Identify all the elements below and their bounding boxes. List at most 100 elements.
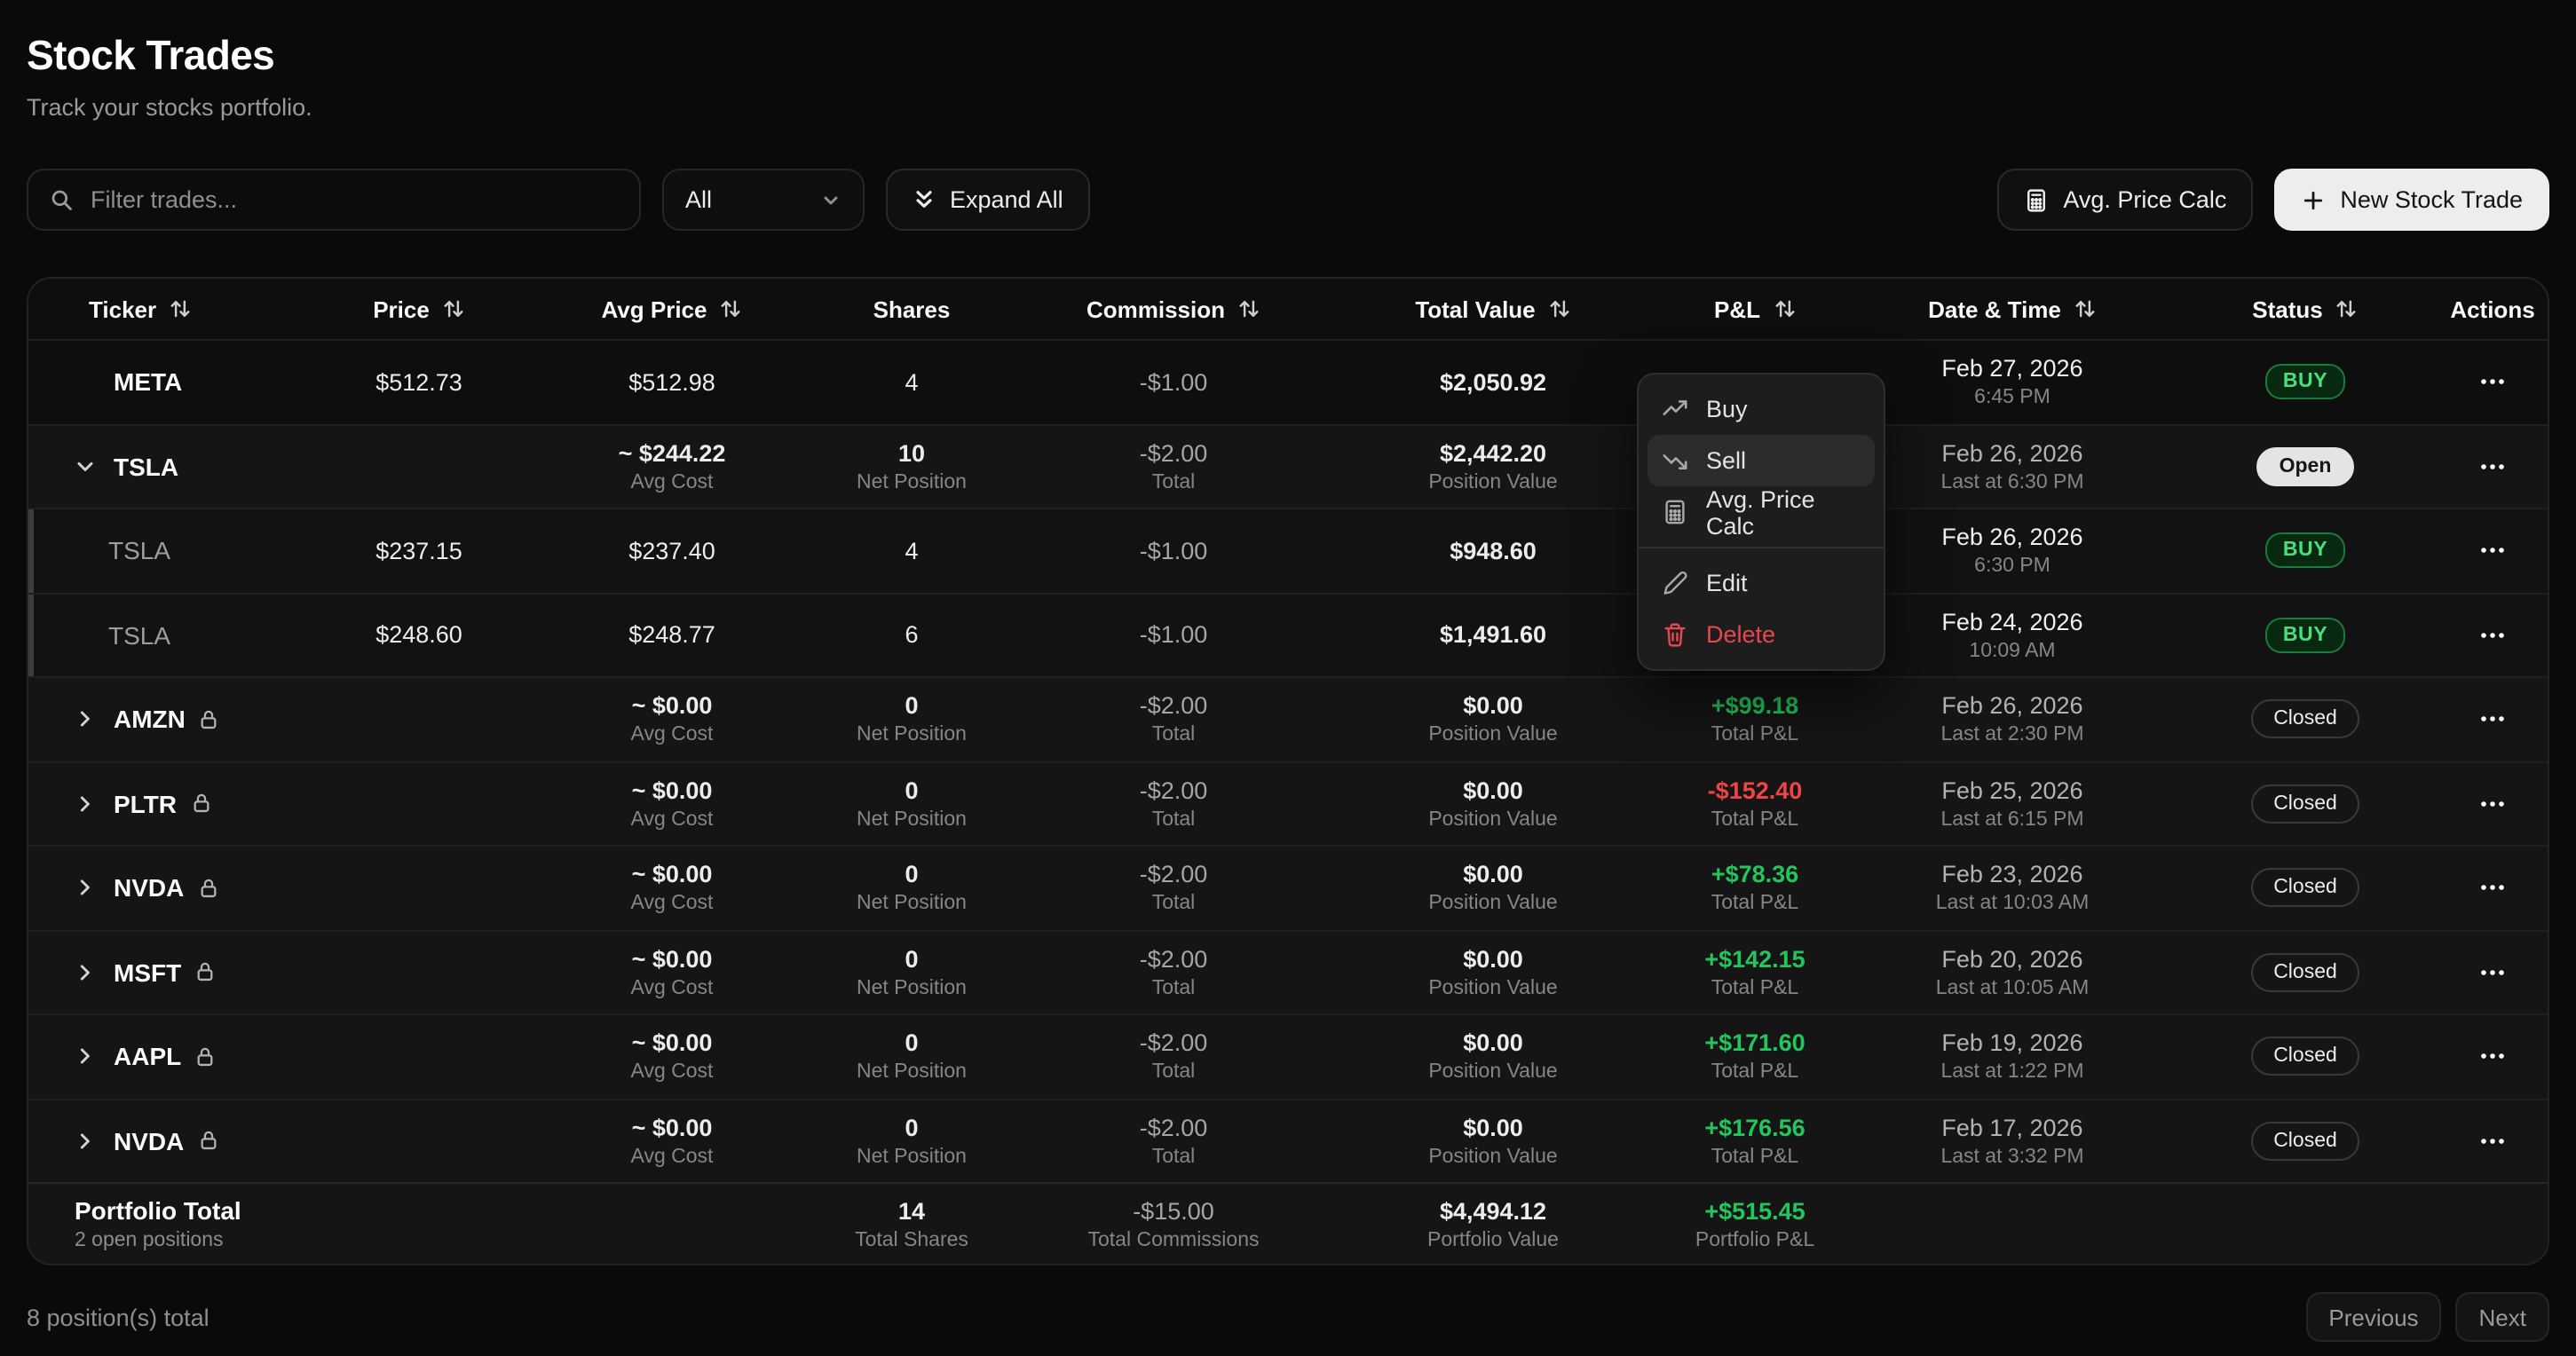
status-badge: Open: [2256, 446, 2355, 486]
status-badge: BUY: [2264, 532, 2346, 569]
status-filter-value: All: [685, 186, 713, 213]
status-badge: BUY: [2264, 364, 2346, 400]
sort-icon: [1237, 298, 1260, 319]
sort-icon: [1548, 298, 1571, 319]
menu-item-edit[interactable]: Edit: [1648, 557, 1875, 609]
calculator-icon: [2024, 187, 2049, 212]
sort-icon: [442, 298, 465, 319]
trending-down-icon: [1662, 447, 1688, 474]
row-actions-button[interactable]: [2434, 1127, 2548, 1155]
sort-icon: [2074, 298, 2097, 319]
ellipsis-icon: [2481, 1138, 2504, 1144]
column-header-status[interactable]: Status: [2177, 296, 2434, 322]
ticker-label: TSLA: [108, 620, 171, 650]
ticker-label: NVDA: [114, 1126, 185, 1155]
table-header-row: Ticker Price Avg Price Shares Commission…: [28, 279, 2548, 339]
column-header-actions: Actions: [2450, 296, 2535, 322]
trash-icon: [1662, 621, 1688, 648]
column-header-total-value[interactable]: Total Value: [1324, 296, 1662, 322]
new-stock-trade-button[interactable]: New Stock Trade: [2274, 169, 2549, 231]
row-actions-button[interactable]: [2434, 621, 2548, 650]
chevron-down-icon[interactable]: [75, 456, 101, 477]
sort-icon: [2335, 298, 2359, 319]
column-header-date-time[interactable]: Date & Time: [1848, 296, 2177, 322]
ticker-label: PLTR: [114, 789, 178, 818]
row-actions-button[interactable]: [2434, 874, 2548, 903]
row-actions-button[interactable]: [2434, 958, 2548, 987]
column-header-ticker[interactable]: Ticker: [28, 296, 295, 322]
row-actions-button[interactable]: [2434, 453, 2548, 481]
ticker-label: AMZN: [114, 705, 186, 734]
plus-icon: [2301, 187, 2326, 212]
ticker-label: TSLA: [108, 536, 171, 565]
lock-icon: [198, 708, 221, 731]
row-actions-button[interactable]: [2434, 790, 2548, 818]
table-row-tsla-group[interactable]: TSLA ~ $244.22 Avg Cost 10 Net Position -$…: [28, 423, 2548, 508]
status-badge: Closed: [2250, 699, 2360, 739]
pencil-icon: [1662, 570, 1688, 596]
row-actions-button[interactable]: [2434, 368, 2548, 397]
status-badge: Closed: [2250, 784, 2360, 824]
ellipsis-icon: [2481, 632, 2504, 638]
avg-price-calc-button[interactable]: Avg. Price Calc: [1997, 169, 2254, 231]
chevron-right-icon[interactable]: [75, 793, 101, 815]
column-header-avg-price[interactable]: Avg Price: [543, 296, 801, 322]
next-button[interactable]: Next: [2455, 1292, 2549, 1342]
column-header-pnl[interactable]: P&L: [1662, 296, 1848, 322]
status-badge: BUY: [2264, 617, 2346, 653]
column-header-shares: Shares: [873, 296, 951, 322]
ticker-label: META: [114, 367, 183, 397]
table-footer: 8 position(s) total Previous Next: [27, 1292, 2549, 1342]
ellipsis-icon: [2481, 463, 2504, 469]
menu-item-delete[interactable]: Delete: [1648, 609, 1875, 660]
column-header-commission[interactable]: Commission: [1023, 296, 1324, 322]
row-actions-button[interactable]: [2434, 537, 2548, 565]
sort-icon: [169, 298, 192, 319]
ellipsis-icon: [2481, 379, 2504, 385]
chevron-down-icon: [820, 189, 842, 210]
ticker-label: AAPL: [114, 1042, 182, 1071]
table-row-tsla-child-2[interactable]: TSLA $248.60 $248.77 6 -$1.00 $1,491.60 …: [28, 592, 2548, 676]
expand-all-button[interactable]: Expand All: [886, 169, 1090, 231]
table-row-meta[interactable]: META $512.73 $512.98 4 -$1.00 $2,050.92 …: [28, 339, 2548, 423]
chevron-right-icon[interactable]: [75, 1046, 101, 1068]
search-input[interactable]: [91, 186, 618, 213]
menu-item-avg-price-calc[interactable]: Avg. Price Calc: [1648, 485, 1875, 539]
filter-trades-search[interactable]: [27, 169, 641, 231]
lock-icon: [189, 792, 212, 816]
row-actions-button[interactable]: [2434, 1043, 2548, 1071]
table-row-nvda-1[interactable]: NVDA ~ $0.00 Avg Cost 0 Net Position -$2.0…: [28, 845, 2548, 929]
table-row-amzn[interactable]: AMZN ~ $0.00 Avg Cost 0 Net Position -$2.0…: [28, 676, 2548, 761]
status-badge: Closed: [2250, 1121, 2360, 1161]
chevron-right-icon[interactable]: [75, 709, 101, 730]
ellipsis-icon: [2481, 800, 2504, 807]
chevrons-down-icon: [913, 188, 936, 211]
context-menu: Buy Sell Avg. Price Calc Edit Delete: [1637, 373, 1885, 671]
portfolio-total-row: Portfolio Total 2 open positions 14 Total …: [28, 1182, 2548, 1264]
ticker-label: TSLA: [114, 452, 179, 481]
chevron-right-icon[interactable]: [75, 878, 101, 899]
table-row-tsla-child-1[interactable]: TSLA $237.15 $237.40 4 -$1.00 $948.60 Fe…: [28, 508, 2548, 592]
ticker-label: NVDA: [114, 873, 185, 903]
status-filter-select[interactable]: All: [662, 169, 865, 231]
menu-item-sell[interactable]: Sell: [1648, 435, 1875, 486]
table-row-pltr[interactable]: PLTR ~ $0.00 Avg Cost 0 Net Position -$2.0…: [28, 761, 2548, 845]
table-row-nvda-2[interactable]: NVDA ~ $0.00 Avg Cost 0 Net Position -$2.0…: [28, 1098, 2548, 1182]
ellipsis-icon: [2481, 885, 2504, 891]
previous-button[interactable]: Previous: [2305, 1292, 2442, 1342]
status-badge: Closed: [2250, 952, 2360, 992]
trending-up-icon: [1662, 396, 1688, 422]
search-icon: [50, 187, 75, 212]
chevron-right-icon[interactable]: [75, 962, 101, 983]
menu-item-buy[interactable]: Buy: [1648, 383, 1875, 435]
positions-count: 8 position(s) total: [27, 1304, 209, 1330]
table-row-aapl[interactable]: AAPL ~ $0.00 Avg Cost 0 Net Position -$2.0…: [28, 1013, 2548, 1098]
table-row-msft[interactable]: MSFT ~ $0.00 Avg Cost 0 Net Position -$2.0…: [28, 929, 2548, 1013]
trades-table: Ticker Price Avg Price Shares Commission…: [27, 277, 2549, 1265]
row-actions-button[interactable]: [2434, 706, 2548, 734]
chevron-right-icon[interactable]: [75, 1131, 101, 1152]
column-header-price[interactable]: Price: [295, 296, 543, 322]
sort-icon: [1773, 298, 1796, 319]
lock-icon: [194, 961, 217, 984]
lock-icon: [196, 877, 219, 900]
